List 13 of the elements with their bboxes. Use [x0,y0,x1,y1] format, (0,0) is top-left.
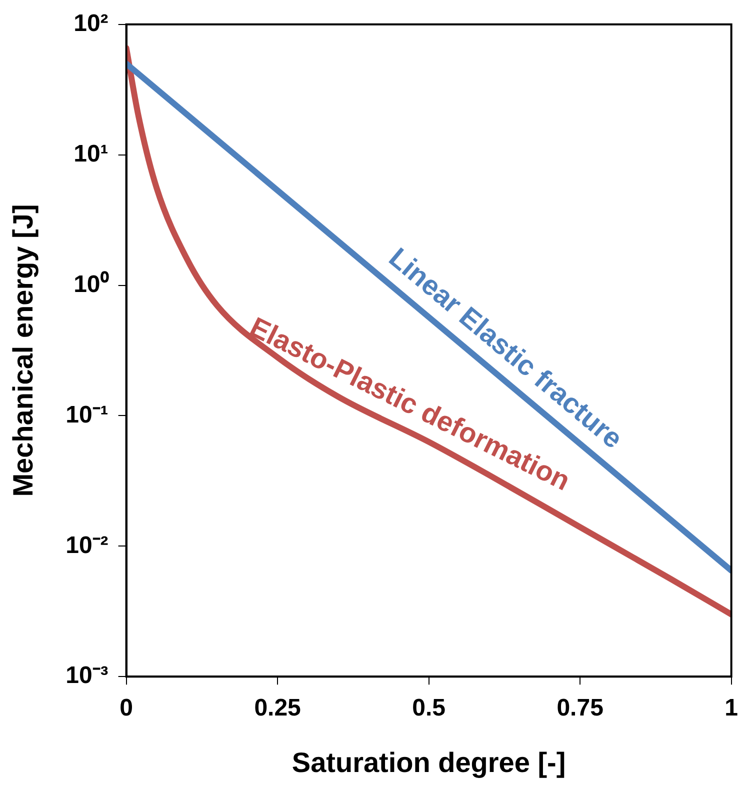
x-tick-label: 0.25 [254,694,301,722]
y-tick-label: 10² [74,10,108,38]
x-tick-label: 0.75 [556,694,604,722]
y-axis-title: Mechanical energy [J] [8,204,39,497]
y-tick-label: 10⁻¹ [66,401,108,428]
y-tick-label: 10¹ [74,140,108,168]
y-tick-label: 10⁻² [66,532,108,559]
x-axis-title: Saturation degree [-] [292,746,566,778]
y-tick-label: 10⁻³ [66,662,108,690]
x-tick-label: 0.5 [412,694,446,722]
x-tick-label: 1 [724,694,738,722]
x-tick-label: 0 [120,694,133,722]
y-tick-label: 10⁰ [74,270,110,298]
